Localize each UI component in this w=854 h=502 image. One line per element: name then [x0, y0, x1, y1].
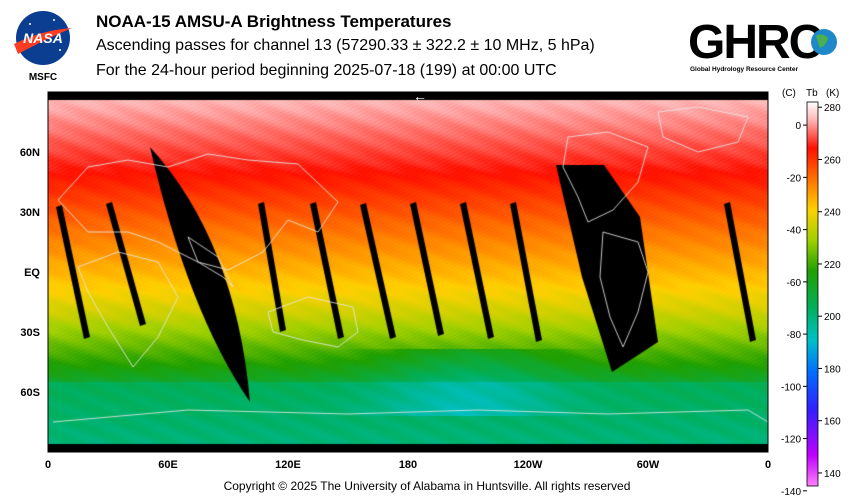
x-tick-label: 60E — [158, 459, 178, 471]
colorbar-celsius-header: (C) — [782, 88, 796, 99]
colorbar-celsius-label: -100 — [781, 382, 801, 393]
x-tick-label: 60W — [637, 459, 660, 471]
colorbar-kelvin-label: 200 — [824, 312, 841, 323]
y-tick-label: 30N — [20, 207, 40, 219]
colorbar-kelvin-label: 280 — [824, 103, 841, 114]
colorbar-celsius-label: -20 — [787, 173, 802, 184]
colorbar-kelvin-label: 240 — [824, 208, 841, 219]
y-tick-label: 30S — [20, 327, 40, 339]
channel-subtitle: Ascending passes for channel 13 (57290.3… — [96, 37, 595, 54]
colorbar-kelvin-label: 220 — [824, 260, 841, 271]
svg-text:MSFC: MSFC — [29, 72, 57, 83]
colorbar: (C) Tb (K) 280 260 240 220 200 180 160 140 0 -20 -… — [781, 88, 841, 495]
colorbar-kelvin-label: 260 — [824, 155, 841, 166]
page-title: NOAA-15 AMSU-A Brightness Temperatures — [96, 12, 452, 31]
y-tick-label: EQ — [24, 267, 40, 279]
brightness-temperature-map — [48, 92, 768, 452]
x-tick-label: 120W — [514, 459, 543, 471]
header: NASA MSFC NOAA-15 AMSU-A Brightness Temp… — [0, 0, 854, 95]
period-subtitle: For the 24-hour period beginning 2025-07… — [96, 62, 557, 79]
y-tick-label: 60S — [20, 387, 40, 399]
colorbar-ticks: 280 260 240 220 200 180 160 140 0 -20 -40 -60 -80 -10… — [781, 103, 841, 495]
svg-text:GHRC: GHRC — [688, 16, 823, 69]
colorbar-kelvin-header: (K) — [826, 88, 839, 99]
colorbar-kelvin-label: 160 — [824, 417, 841, 428]
y-tick-labels: 60N 30N EQ 30S 60S — [20, 147, 41, 399]
y-tick-label: 60N — [20, 147, 40, 159]
colorbar-celsius-label: -60 — [787, 278, 802, 289]
colorbar-celsius-label: -140 — [781, 487, 801, 495]
copyright-notice: Copyright © 2025 The University of Alaba… — [223, 479, 631, 493]
x-tick-label: 180 — [399, 459, 417, 471]
x-tick-label: 120E — [275, 459, 301, 471]
svg-text:NASA: NASA — [23, 30, 63, 46]
colorbar-celsius-label: 0 — [795, 121, 801, 132]
x-tick-label: 0 — [45, 459, 51, 471]
colorbar-kelvin-label: 140 — [824, 469, 841, 480]
colorbar-celsius-label: -120 — [781, 435, 801, 446]
x-tick-labels: 0 60E 120E 180 120W 60W 0 — [45, 459, 771, 471]
colorbar-gradient — [806, 101, 819, 487]
colorbar-celsius-label: -40 — [787, 226, 802, 237]
colorbar-celsius-label: -80 — [787, 330, 802, 341]
svg-text:Global Hydrology Resource Cent: Global Hydrology Resource Center — [690, 66, 798, 73]
nasa-logo: NASA MSFC — [14, 11, 72, 83]
colorbar-tb-header: Tb — [806, 88, 818, 99]
ghrc-logo: GHRC Global Hydrology Resource Center — [688, 16, 837, 73]
colorbar-kelvin-label: 180 — [824, 364, 841, 375]
